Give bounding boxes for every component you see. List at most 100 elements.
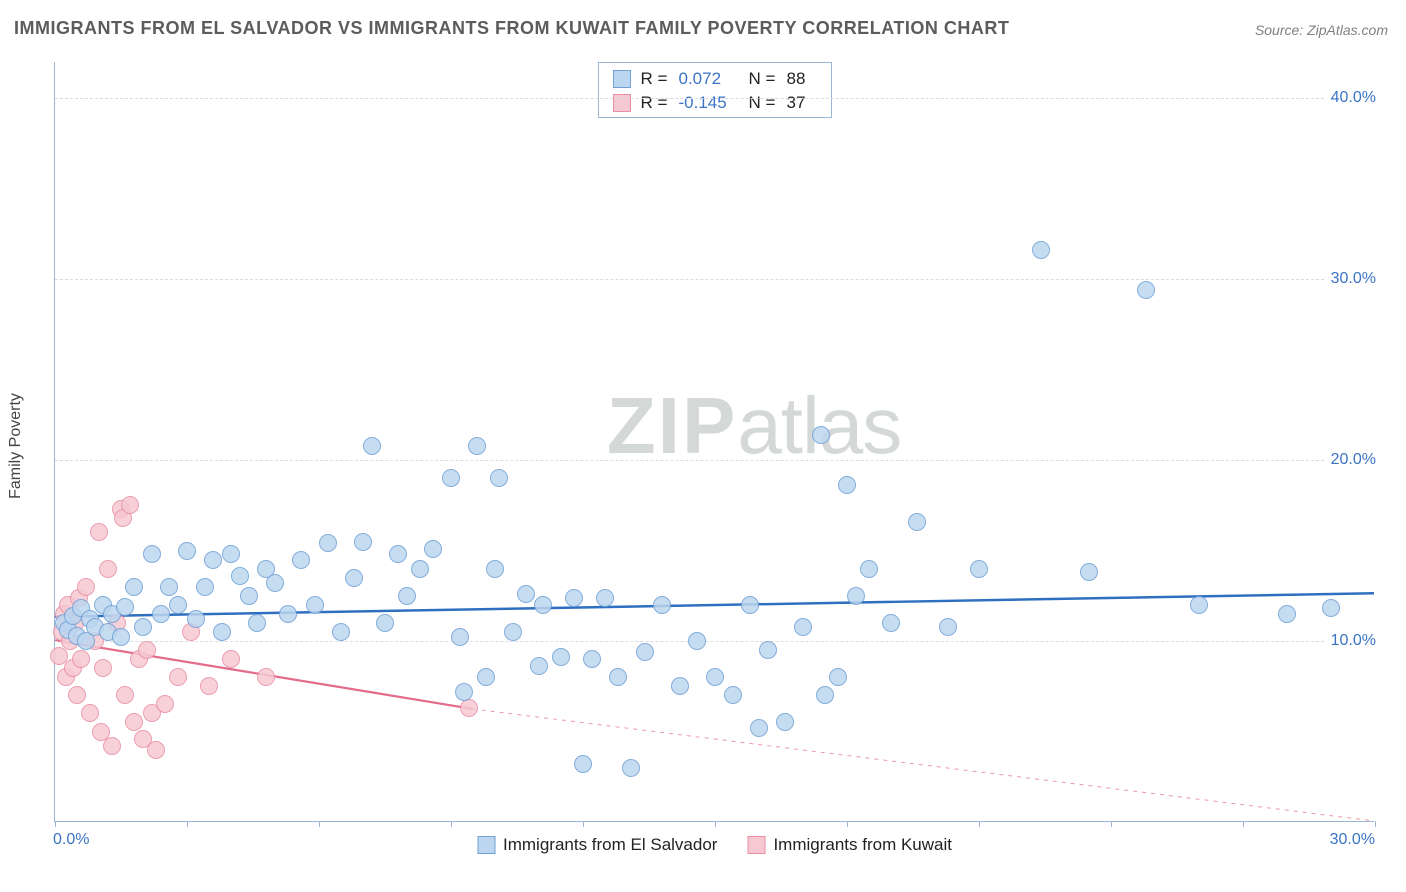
chart-container: IMMIGRANTS FROM EL SALVADOR VS IMMIGRANT…	[0, 0, 1406, 892]
scatter-point-el_salvador	[204, 551, 222, 569]
scatter-point-el_salvador	[134, 618, 152, 636]
scatter-point-el_salvador	[565, 589, 583, 607]
scatter-point-el_salvador	[231, 567, 249, 585]
scatter-point-el_salvador	[609, 668, 627, 686]
scatter-point-kuwait	[94, 659, 112, 677]
scatter-point-el_salvador	[442, 469, 460, 487]
y-tick-label: 40.0%	[1325, 89, 1376, 107]
n-value-el_salvador: 88	[787, 67, 817, 91]
legend-label-kuwait: Immigrants from Kuwait	[773, 835, 952, 855]
scatter-point-el_salvador	[187, 610, 205, 628]
scatter-point-el_salvador	[653, 596, 671, 614]
scatter-point-el_salvador	[812, 426, 830, 444]
watermark-bold: ZIP	[607, 381, 737, 470]
scatter-point-el_salvador	[596, 589, 614, 607]
scatter-point-el_salvador	[306, 596, 324, 614]
trendline-ext-kuwait	[473, 709, 1374, 821]
scatter-point-el_salvador	[847, 587, 865, 605]
scatter-point-el_salvador	[222, 545, 240, 563]
gridline-h	[55, 460, 1374, 461]
scatter-point-el_salvador	[750, 719, 768, 737]
scatter-point-el_salvador	[354, 533, 372, 551]
source-label: Source: ZipAtlas.com	[1255, 22, 1388, 38]
scatter-point-el_salvador	[724, 686, 742, 704]
scatter-point-el_salvador	[248, 614, 266, 632]
scatter-point-kuwait	[121, 496, 139, 514]
y-axis-label: Family Poverty	[7, 393, 25, 499]
scatter-point-el_salvador	[266, 574, 284, 592]
legend-item-el_salvador: Immigrants from El Salvador	[477, 835, 717, 855]
scatter-point-el_salvador	[424, 540, 442, 558]
scatter-point-el_salvador	[490, 469, 508, 487]
scatter-point-el_salvador	[389, 545, 407, 563]
swatch-el_salvador	[613, 70, 631, 88]
gridline-h	[55, 279, 1374, 280]
scatter-point-kuwait	[222, 650, 240, 668]
scatter-point-el_salvador	[376, 614, 394, 632]
x-tick	[55, 821, 56, 827]
legend-item-kuwait: Immigrants from Kuwait	[747, 835, 952, 855]
scatter-point-el_salvador	[451, 628, 469, 646]
scatter-point-kuwait	[460, 699, 478, 717]
scatter-point-kuwait	[147, 741, 165, 759]
scatter-point-el_salvador	[517, 585, 535, 603]
scatter-point-el_salvador	[741, 596, 759, 614]
y-tick-label: 20.0%	[1325, 451, 1376, 469]
gridline-h	[55, 641, 1374, 642]
r-label: R =	[641, 91, 669, 115]
r-value-kuwait: -0.145	[679, 91, 739, 115]
scatter-point-el_salvador	[776, 713, 794, 731]
scatter-point-el_salvador	[319, 534, 337, 552]
x-tick-label: 0.0%	[53, 831, 89, 849]
scatter-point-kuwait	[103, 737, 121, 755]
scatter-point-el_salvador	[1190, 596, 1208, 614]
scatter-point-el_salvador	[838, 476, 856, 494]
scatter-point-kuwait	[257, 668, 275, 686]
x-tick	[319, 821, 320, 827]
scatter-point-el_salvador	[1137, 281, 1155, 299]
scatter-point-el_salvador	[583, 650, 601, 668]
scatter-point-el_salvador	[1278, 605, 1296, 623]
scatter-point-el_salvador	[116, 598, 134, 616]
scatter-point-kuwait	[81, 704, 99, 722]
x-tick	[1375, 821, 1376, 827]
x-tick	[1243, 821, 1244, 827]
scatter-point-el_salvador	[411, 560, 429, 578]
scatter-point-el_salvador	[112, 628, 130, 646]
stats-legend: R =0.072N =88R =-0.145N =37	[598, 62, 832, 118]
scatter-point-el_salvador	[706, 668, 724, 686]
scatter-point-el_salvador	[1032, 241, 1050, 259]
scatter-point-el_salvador	[125, 578, 143, 596]
scatter-point-kuwait	[200, 677, 218, 695]
swatch-el_salvador	[477, 836, 495, 854]
scatter-point-el_salvador	[240, 587, 258, 605]
x-tick	[1111, 821, 1112, 827]
scatter-point-el_salvador	[671, 677, 689, 695]
r-label: R =	[641, 67, 669, 91]
stats-row-el_salvador: R = 0.072 N = 88	[613, 67, 817, 91]
scatter-point-el_salvador	[468, 437, 486, 455]
scatter-point-el_salvador	[882, 614, 900, 632]
legend-label-el_salvador: Immigrants from El Salvador	[503, 835, 717, 855]
scatter-point-el_salvador	[534, 596, 552, 614]
watermark: ZIPatlas	[607, 380, 901, 472]
gridline-h	[55, 98, 1374, 99]
r-value-el_salvador: 0.072	[679, 67, 739, 91]
plot-area: ZIPatlas R =0.072N =88R =-0.145N =37 Imm…	[54, 62, 1374, 822]
x-tick	[715, 821, 716, 827]
scatter-point-el_salvador	[398, 587, 416, 605]
scatter-point-kuwait	[68, 686, 86, 704]
scatter-point-kuwait	[169, 668, 187, 686]
scatter-point-el_salvador	[688, 632, 706, 650]
swatch-kuwait	[747, 836, 765, 854]
scatter-point-el_salvador	[829, 668, 847, 686]
scatter-point-kuwait	[116, 686, 134, 704]
x-tick	[451, 821, 452, 827]
n-label: N =	[749, 67, 777, 91]
scatter-point-el_salvador	[279, 605, 297, 623]
y-tick-label: 30.0%	[1325, 270, 1376, 288]
scatter-point-el_salvador	[213, 623, 231, 641]
scatter-point-kuwait	[138, 641, 156, 659]
scatter-point-el_salvador	[363, 437, 381, 455]
x-tick-label: 30.0%	[1330, 831, 1375, 849]
